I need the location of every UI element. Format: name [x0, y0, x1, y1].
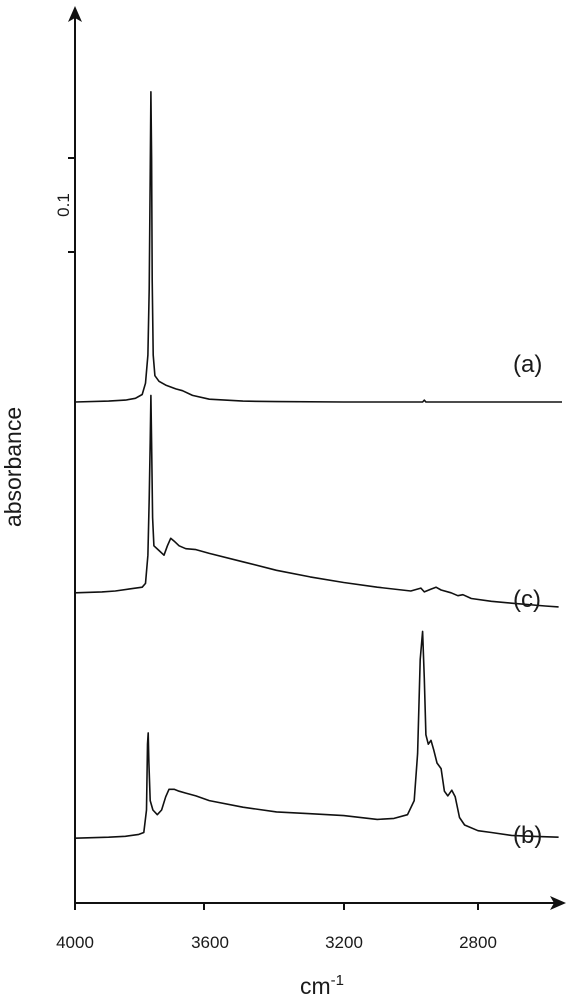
x-axis-arrow: [550, 896, 566, 910]
y-axis-arrow: [68, 6, 82, 22]
x-tick-label-3600: 3600: [191, 933, 229, 952]
spectrum-trace-c: [74, 394, 559, 608]
scale-bar-label: 0.1: [54, 193, 73, 217]
x-axis-title: cm-1: [300, 972, 344, 999]
spectrum-trace-b: [74, 630, 559, 839]
curve-label-a: (a): [513, 351, 542, 378]
curve-label-c: (c): [513, 586, 541, 613]
x-tick-label-3200: 3200: [325, 933, 363, 952]
x-tick-labels: 4000 3600 3200 2800: [56, 933, 497, 952]
spectrum-trace-a: [74, 91, 562, 403]
x-axis-title-unit: cm: [300, 973, 331, 999]
x-tick-label-4000: 4000: [56, 933, 94, 952]
y-axis-title: absorbance: [0, 407, 26, 527]
x-axis-title-superscript: -1: [331, 972, 344, 989]
curve-label-b: (b): [513, 822, 542, 849]
spectra-traces: [74, 91, 562, 839]
x-tick-label-2800: 2800: [459, 933, 497, 952]
x-ticks: [74, 903, 479, 910]
